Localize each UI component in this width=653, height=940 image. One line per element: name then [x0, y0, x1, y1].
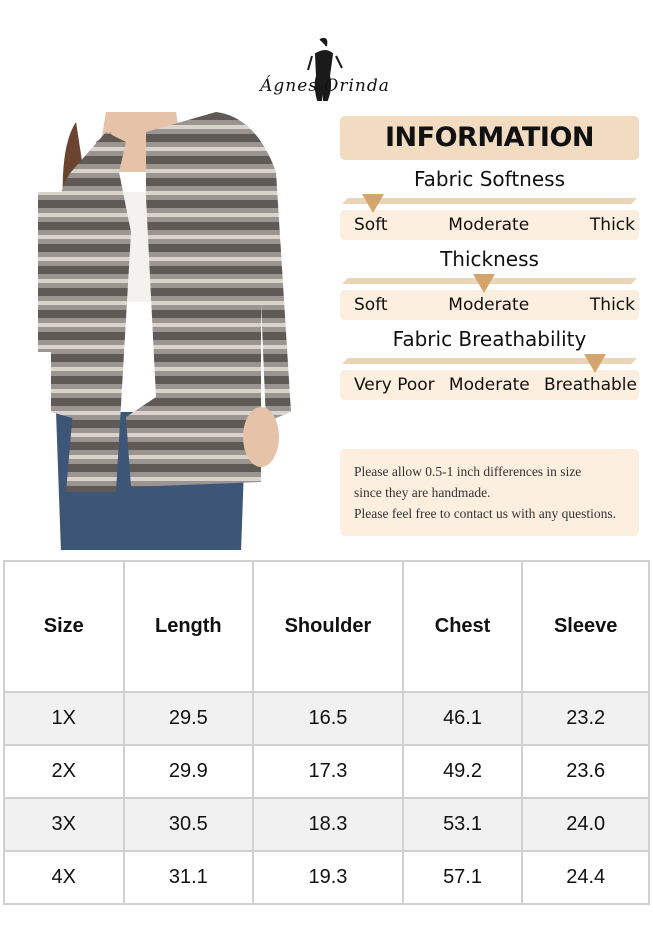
product-photo [36, 112, 298, 550]
cell: 19.3 [252, 850, 404, 905]
cell: 31.1 [122, 850, 255, 905]
scale-label: Very Poor [354, 375, 435, 395]
metric-title: Fabric Softness [413, 167, 566, 191]
metric-thickness: Thickness Soft Moderate Thick [340, 240, 639, 320]
silhouette-icon [307, 37, 343, 101]
cell: 24.4 [521, 850, 650, 905]
table-row: 3X 30.5 18.3 53.1 24.0 [3, 797, 650, 852]
scale-label: Moderate [448, 375, 530, 395]
note-line: since they are handmade. [354, 485, 491, 500]
cell: 4X [3, 850, 125, 905]
cell: 2X [3, 744, 125, 799]
table-row: 2X 29.9 17.3 49.2 23.6 [3, 744, 650, 799]
scale-label: Thick [589, 295, 635, 315]
table-row: 4X 31.1 19.3 57.1 24.4 [3, 850, 650, 905]
header-length: Length [122, 560, 255, 693]
scale-label: Soft [354, 215, 388, 235]
header-shoulder: Shoulder [252, 560, 404, 693]
header-size: Size [3, 560, 125, 693]
metric-fabric-breathability: Fabric Breathability Very Poor Moderate Br… [340, 320, 639, 400]
scale-label: Soft [354, 295, 388, 315]
cell: 49.2 [401, 744, 524, 799]
cell: 57.1 [401, 850, 524, 905]
cell: 29.9 [122, 744, 255, 799]
table-row: 1X 29.5 16.5 46.1 23.2 [3, 691, 650, 746]
metric-title: Fabric Breathability [392, 327, 587, 351]
cell: 23.6 [521, 744, 650, 799]
cell: 3X [3, 797, 125, 852]
information-title: INFORMATION [340, 116, 639, 160]
scale-label: Breathable [544, 375, 637, 395]
cell: 30.5 [122, 797, 255, 852]
scale-label: Thick [589, 215, 635, 235]
cell: 29.5 [122, 691, 255, 746]
note-line: Please feel free to contact us with any … [354, 506, 617, 521]
brand-name: Ágnes Orinda [260, 76, 390, 96]
information-panel: INFORMATION Fabric Softness Soft Moderate… [340, 116, 639, 400]
note-line: Please allow 0.5-1 inch differences in s… [354, 464, 582, 479]
level-marker-icon [362, 194, 384, 213]
cell: 16.5 [252, 691, 404, 746]
cell: 18.3 [252, 797, 404, 852]
brand-logo: Ágnes Orinda [250, 34, 400, 102]
table-header-row: Size Length Shoulder Chest Sleeve [3, 560, 650, 693]
cell: 46.1 [401, 691, 524, 746]
metric-bar [342, 198, 637, 204]
cell: 1X [3, 691, 125, 746]
cell: 24.0 [521, 797, 650, 852]
metric-fabric-softness: Fabric Softness Soft Moderate Thick [340, 160, 639, 240]
size-note: Please allow 0.5-1 inch differences in s… [340, 449, 639, 536]
cell: 23.2 [521, 691, 650, 746]
scale-label: Moderate [448, 215, 530, 235]
cell: 17.3 [252, 744, 404, 799]
cell: 53.1 [401, 797, 524, 852]
level-marker-icon [584, 354, 606, 373]
metric-bar [342, 358, 637, 364]
header-sleeve: Sleeve [521, 560, 650, 693]
level-marker-icon [473, 274, 495, 293]
size-chart-table: Size Length Shoulder Chest Sleeve 1X 29.5… [3, 560, 650, 905]
scale-label: Moderate [448, 295, 530, 315]
header-chest: Chest [401, 560, 524, 693]
metric-title: Thickness [440, 247, 539, 271]
